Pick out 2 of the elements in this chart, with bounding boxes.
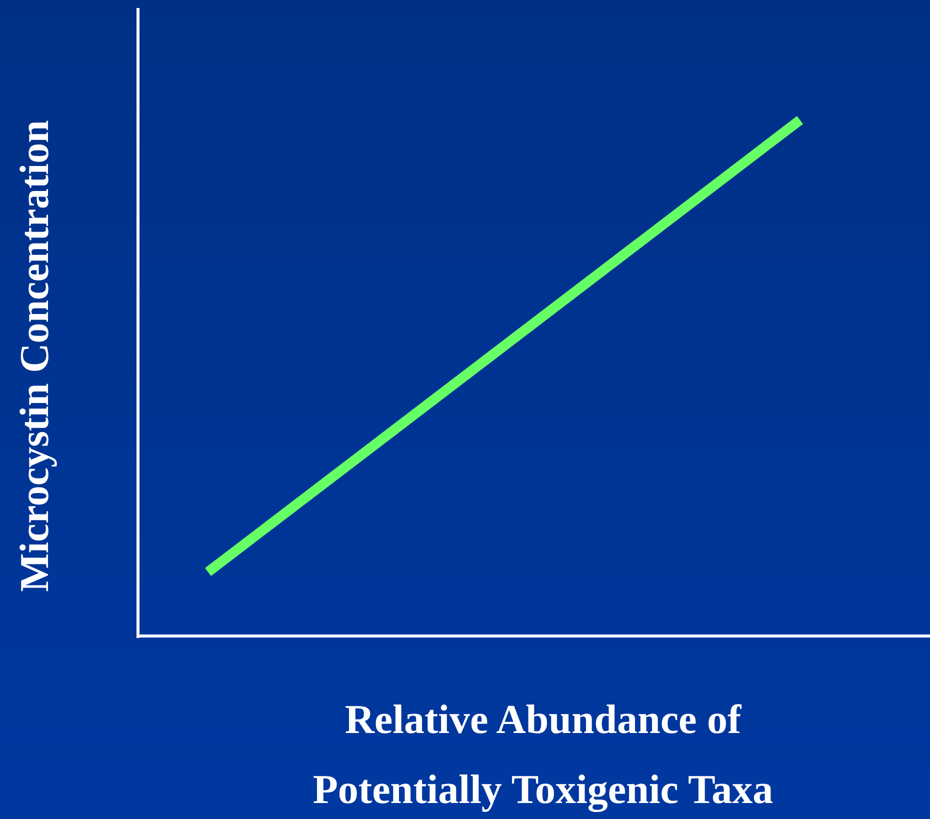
x-axis-title: Relative Abundance of Potentially Toxigenic Taxa (312, 696, 774, 813)
y-axis-title: Microcystin Concentration (11, 120, 57, 592)
